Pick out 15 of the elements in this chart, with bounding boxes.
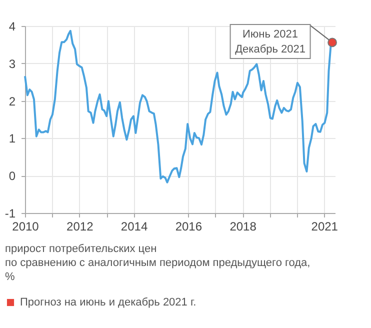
y-tick-label: -1 bbox=[4, 206, 16, 220]
y-tick-label: 2 bbox=[8, 94, 16, 108]
y-tick-label: 4 bbox=[8, 20, 16, 34]
x-tick-label: 2010 bbox=[12, 220, 40, 234]
text: прирост потребительских цен по сравнению с аналогичным периодом предыдущего года, % bbox=[5, 243, 310, 283]
annotation: Июнь 2021 Декабрь 2021 bbox=[235, 28, 306, 56]
x-tick-label: 2016 bbox=[175, 220, 202, 234]
x-tick-label: 2014 bbox=[120, 220, 148, 234]
x-tick-label: 2012 bbox=[66, 220, 94, 234]
y-tick-label: 3 bbox=[8, 56, 16, 71]
legend-label: Прогноз на июнь и декабрь 2021 г. bbox=[20, 296, 196, 308]
x-tick-label: 2021 bbox=[311, 220, 338, 234]
x-tick-label: 2018 bbox=[230, 220, 257, 234]
y-tick-label: 1 bbox=[8, 132, 16, 146]
y-tick-label: 0 bbox=[8, 169, 16, 184]
